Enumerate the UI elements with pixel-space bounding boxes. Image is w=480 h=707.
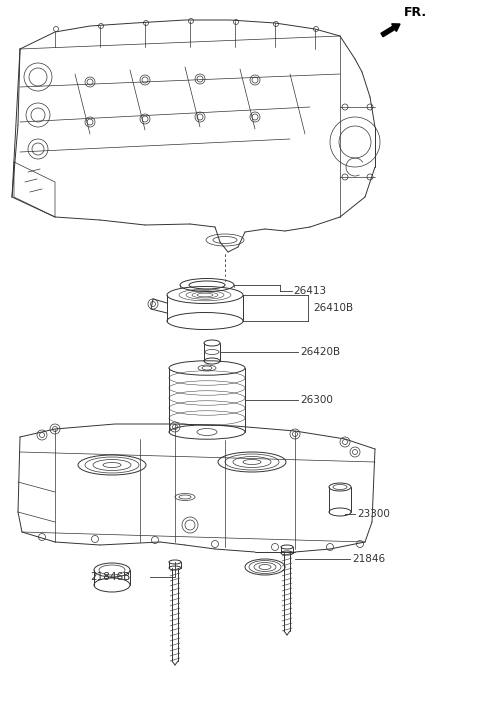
Text: 21846: 21846 bbox=[352, 554, 385, 564]
Text: FR.: FR. bbox=[404, 6, 427, 19]
Text: 21846B: 21846B bbox=[90, 572, 130, 582]
Text: 26300: 26300 bbox=[300, 395, 333, 405]
Text: 26420B: 26420B bbox=[300, 347, 340, 357]
Text: 26410B: 26410B bbox=[313, 303, 353, 313]
Text: 23300: 23300 bbox=[357, 509, 390, 519]
Text: 26413: 26413 bbox=[293, 286, 326, 296]
FancyArrow shape bbox=[381, 24, 400, 37]
